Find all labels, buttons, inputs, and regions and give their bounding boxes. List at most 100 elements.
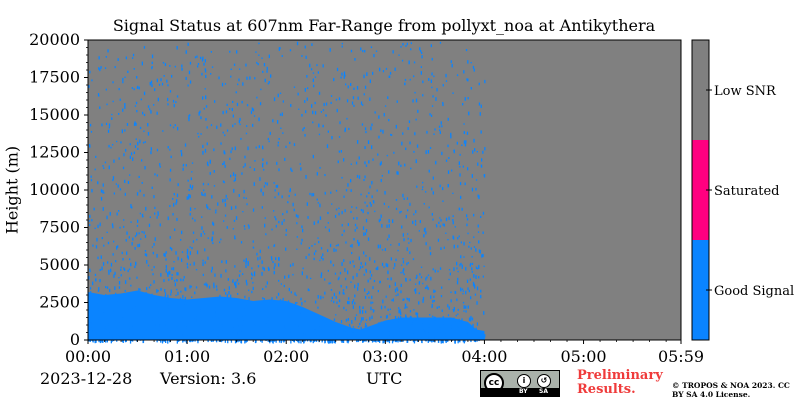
good-signal-pixel (402, 193, 404, 198)
good-signal-pixel (424, 286, 427, 289)
good-signal-pixel (354, 229, 356, 232)
good-signal-pixel (319, 203, 321, 208)
good-signal-pixel (167, 294, 169, 298)
good-signal-pixel (348, 323, 351, 327)
good-signal-pixel (442, 339, 444, 344)
good-signal-pixel (103, 335, 105, 338)
good-signal-pixel (418, 301, 420, 305)
good-signal-pixel (318, 240, 320, 244)
good-signal-pixel (481, 337, 484, 340)
good-signal-pixel (111, 223, 114, 226)
good-signal-pixel (166, 79, 168, 83)
good-signal-pixel (189, 285, 191, 289)
good-signal-pixel (334, 331, 336, 335)
good-signal-pixel (299, 163, 301, 165)
good-signal-pixel (364, 49, 366, 53)
good-signal-pixel (300, 242, 302, 245)
good-signal-pixel (121, 129, 123, 134)
good-signal-pixel (177, 335, 179, 337)
good-signal-pixel (429, 340, 431, 342)
good-signal-pixel (269, 337, 271, 341)
good-signal-pixel (264, 314, 266, 317)
good-signal-pixel (363, 251, 365, 255)
good-signal-pixel (364, 175, 366, 179)
good-signal-pixel (163, 75, 165, 77)
good-signal-pixel (157, 212, 159, 216)
good-signal-pixel (122, 321, 124, 325)
good-signal-pixel (460, 331, 462, 334)
good-signal-pixel (443, 223, 445, 227)
colorbar-segment (692, 140, 709, 240)
good-signal-pixel (264, 78, 266, 83)
good-signal-pixel (160, 287, 162, 291)
good-signal-pixel (287, 300, 290, 303)
good-signal-pixel (188, 196, 190, 200)
good-signal-pixel (327, 339, 329, 343)
good-signal-pixel (104, 332, 107, 335)
good-signal-pixel (386, 154, 388, 157)
good-signal-pixel (408, 60, 410, 65)
good-signal-pixel (461, 265, 463, 269)
good-signal-pixel (325, 324, 328, 328)
good-signal-pixel (352, 96, 355, 100)
good-signal-pixel (143, 46, 146, 49)
good-signal-pixel (381, 249, 384, 251)
good-signal-pixel (233, 63, 236, 66)
good-signal-pixel (227, 278, 229, 281)
good-signal-pixel (165, 339, 167, 344)
good-signal-pixel (478, 249, 481, 253)
good-signal-pixel (395, 324, 397, 327)
y-tick-label: 10000 (29, 180, 80, 199)
good-signal-pixel (443, 246, 445, 249)
good-signal-pixel (418, 292, 420, 295)
good-signal-pixel (237, 325, 239, 327)
good-signal-pixel (241, 100, 243, 104)
good-signal-pixel (167, 84, 169, 87)
good-signal-pixel (296, 302, 298, 304)
good-signal-pixel (268, 268, 270, 271)
good-signal-pixel (105, 286, 107, 289)
good-signal-pixel (447, 304, 449, 308)
good-signal-pixel (188, 117, 190, 122)
good-signal-pixel (465, 140, 467, 144)
good-signal-pixel (214, 100, 216, 103)
good-signal-pixel (149, 307, 152, 312)
good-signal-pixel (236, 50, 238, 54)
good-signal-pixel (328, 282, 330, 285)
good-signal-pixel (467, 78, 469, 82)
good-signal-pixel (476, 301, 478, 305)
good-signal-pixel (116, 327, 118, 329)
good-signal-pixel (95, 311, 98, 315)
good-signal-pixel (431, 105, 434, 107)
good-signal-pixel (302, 128, 304, 132)
good-signal-pixel (238, 274, 241, 277)
good-signal-pixel (373, 279, 376, 283)
good-signal-pixel (360, 101, 363, 105)
good-signal-pixel (390, 133, 392, 136)
good-signal-pixel (425, 242, 427, 246)
good-signal-pixel (162, 130, 164, 132)
good-signal-pixel (145, 206, 147, 211)
good-signal-pixel (306, 75, 308, 78)
good-signal-pixel (143, 91, 146, 96)
good-signal-pixel (230, 75, 232, 78)
good-signal-pixel (358, 336, 360, 340)
good-signal-pixel (482, 211, 485, 215)
x-tick-label: 00:00 (65, 347, 111, 366)
good-signal-pixel (170, 289, 172, 294)
good-signal-pixel (340, 284, 342, 288)
good-signal-pixel (240, 241, 243, 244)
good-signal-pixel (473, 246, 476, 248)
good-signal-pixel (436, 306, 438, 309)
good-signal-pixel (322, 258, 324, 261)
good-signal-pixel (210, 73, 212, 75)
good-signal-pixel (89, 287, 92, 290)
good-signal-pixel (247, 329, 249, 331)
good-signal-pixel (120, 274, 122, 277)
good-signal-pixel (189, 184, 191, 188)
good-signal-pixel (439, 225, 441, 228)
good-signal-pixel (453, 329, 456, 332)
good-signal-pixel (358, 242, 360, 246)
good-signal-pixel (344, 277, 347, 281)
good-signal-pixel (150, 334, 152, 336)
